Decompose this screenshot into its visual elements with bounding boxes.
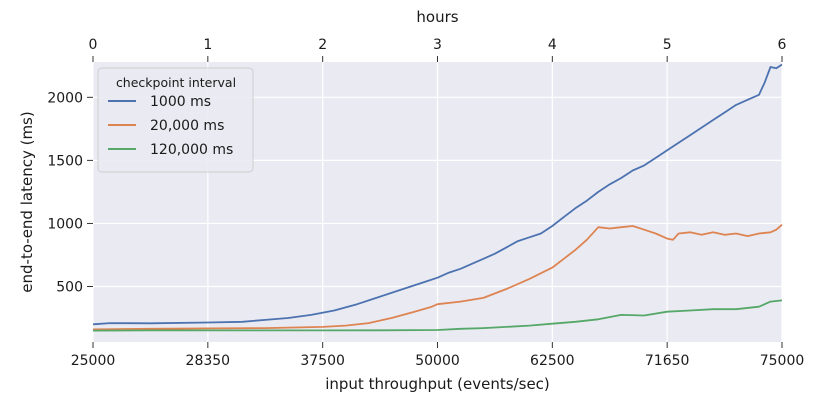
y-tick-label: 1500 (47, 153, 83, 169)
legend-box (97, 67, 254, 173)
top-x-tick-label: 1 (203, 37, 212, 53)
x-tick-label: 25000 (71, 353, 116, 369)
x-tick-label: 71650 (645, 353, 690, 369)
top-x-tick-label: 0 (89, 37, 98, 53)
top-x-tick-label: 4 (548, 37, 557, 53)
y-tick-label: 500 (56, 280, 83, 296)
top-x-tick-label: 6 (778, 37, 787, 53)
y-axis-title: end-to-end latency (ms) (18, 111, 36, 292)
x-tick-label: 37500 (300, 353, 345, 369)
legend: checkpoint interval 1000 ms 20,000 ms 120,… (97, 67, 254, 173)
axis-ticks: 0 1 2 3 4 5 6 25000 28350 37500 50000 62500 71650 750… (47, 37, 804, 369)
x-tick-label: 62500 (530, 353, 575, 369)
x-tick-label: 28350 (186, 353, 231, 369)
x-tick-label: 75000 (760, 353, 805, 369)
top-x-tick-label: 5 (663, 37, 672, 53)
legend-title: checkpoint interval (116, 75, 236, 90)
x-tick-label: 50000 (415, 353, 460, 369)
series-line-3 (92, 299, 783, 332)
legend-entries: 1000 ms 20,000 ms 120,000 ms (108, 94, 233, 158)
y-tick-label: 2000 (47, 90, 83, 106)
top-x-tick-label: 3 (433, 37, 442, 53)
y-tick-label: 1000 (47, 216, 83, 232)
x-axis-title: input throughput (events/sec) (325, 375, 550, 393)
series-line-1 (92, 63, 783, 326)
series-line-2 (92, 224, 783, 331)
top-x-tick-label: 2 (318, 37, 327, 53)
top-x-axis-title: hours (416, 8, 458, 26)
series-lines (92, 63, 783, 332)
legend-label-1: 1000 ms (150, 94, 211, 110)
legend-label-2: 20,000 ms (150, 118, 224, 134)
legend-label-3: 120,000 ms (150, 142, 233, 158)
